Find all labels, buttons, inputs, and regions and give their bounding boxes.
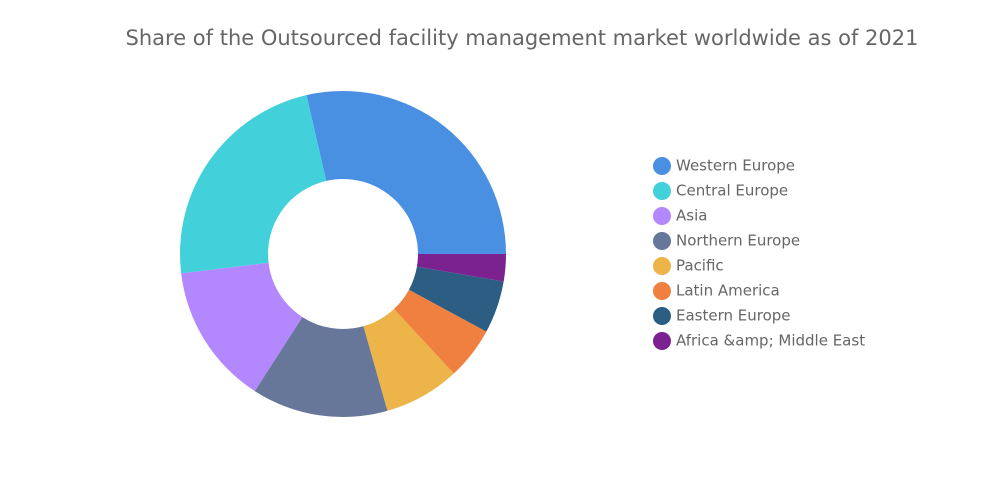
legend-text: Africa &amp; Middle East (676, 332, 865, 350)
donut-slice (393, 289, 487, 374)
legend-text: Eastern Europe (676, 307, 791, 325)
legend-marker (653, 182, 671, 200)
legend-text: Central Europe (676, 182, 788, 200)
legend-marker (653, 332, 671, 350)
legend-marker (653, 207, 671, 225)
donut-slice (416, 254, 506, 282)
legend-text: Asia (676, 207, 707, 225)
legend-marker (653, 232, 671, 250)
legend-text: Western Europe (676, 157, 795, 175)
legend-text: Latin America (676, 282, 780, 300)
legend-marker (653, 157, 671, 175)
legend-marker (653, 257, 671, 275)
donut-slice (179, 95, 327, 274)
legend-marker (653, 282, 671, 300)
donut-slice (363, 308, 454, 411)
donut-slice (254, 317, 388, 417)
legend-text: Northern Europe (676, 232, 800, 250)
legend-marker (653, 307, 671, 325)
legend-text: Pacific (676, 257, 724, 275)
chart-title: Share of the Outsourced facility managem… (126, 26, 919, 50)
donut-slice (306, 91, 506, 254)
donut-slice (408, 266, 504, 332)
donut-slice (181, 262, 303, 392)
